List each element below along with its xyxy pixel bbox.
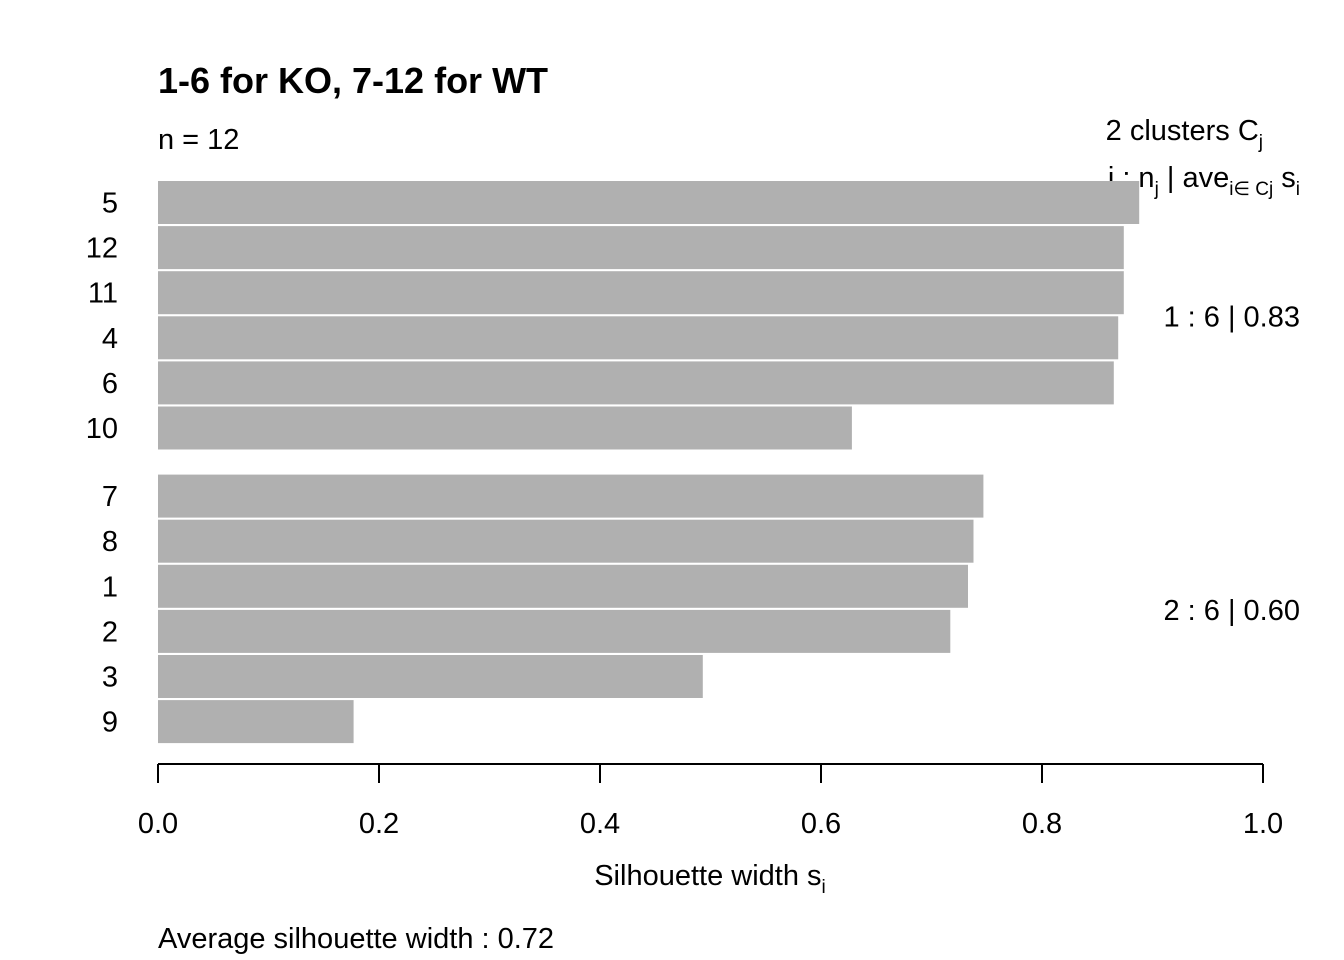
x-tick-label: 0.0: [138, 808, 178, 840]
silhouette-bar: [158, 609, 951, 653]
bar-label: 8: [102, 526, 118, 558]
legend-header-line1: 2 clusters Cj: [1106, 115, 1263, 153]
legend-header-line2: j : nj | avei∈ Cj si: [1107, 162, 1300, 200]
bar-label: 2: [102, 616, 118, 648]
silhouette-bar: [158, 474, 984, 518]
bar-label: 12: [86, 233, 118, 265]
silhouette-bar: [158, 361, 1114, 405]
bar-label: 10: [86, 413, 118, 445]
silhouette-bar: [158, 316, 1119, 360]
x-axis-label: Silhouette width si: [594, 860, 826, 898]
silhouette-bar: [158, 519, 974, 563]
bar-label: 9: [102, 707, 118, 739]
x-tick-label: 1.0: [1243, 808, 1283, 840]
x-tick-label: 0.8: [1022, 808, 1062, 840]
bar-label: 5: [102, 188, 118, 220]
bar-label: 11: [88, 278, 118, 310]
x-tick-label: 0.4: [580, 808, 620, 840]
silhouette-bar: [158, 181, 1140, 224]
average-silhouette-width: Average silhouette width : 0.72: [158, 923, 554, 955]
chart-title: 1-6 for KO, 7-12 for WT: [158, 60, 548, 101]
x-tick-label: 0.6: [801, 808, 841, 840]
cluster-summary: 1 : 6 | 0.83: [1163, 301, 1300, 333]
n-label: n = 12: [158, 124, 239, 156]
x-axis: 0.0 0.2 0.4 0.6 0.8 1.0: [138, 763, 1283, 840]
silhouette-bar: [158, 655, 703, 698]
bar-label: 4: [102, 323, 118, 355]
silhouette-bar: [158, 406, 852, 450]
x-tick-label: 0.2: [359, 808, 399, 840]
bar-label: 1: [102, 571, 118, 603]
silhouette-bar: [158, 271, 1124, 315]
silhouette-bar: [158, 700, 354, 744]
bar-label: 3: [102, 662, 118, 694]
bar-label: 6: [102, 368, 118, 400]
silhouette-bar: [158, 226, 1124, 270]
cluster-summary: 2 : 6 | 0.60: [1163, 595, 1300, 627]
bar-label: 7: [102, 481, 118, 513]
silhouette-bar: [158, 564, 968, 608]
